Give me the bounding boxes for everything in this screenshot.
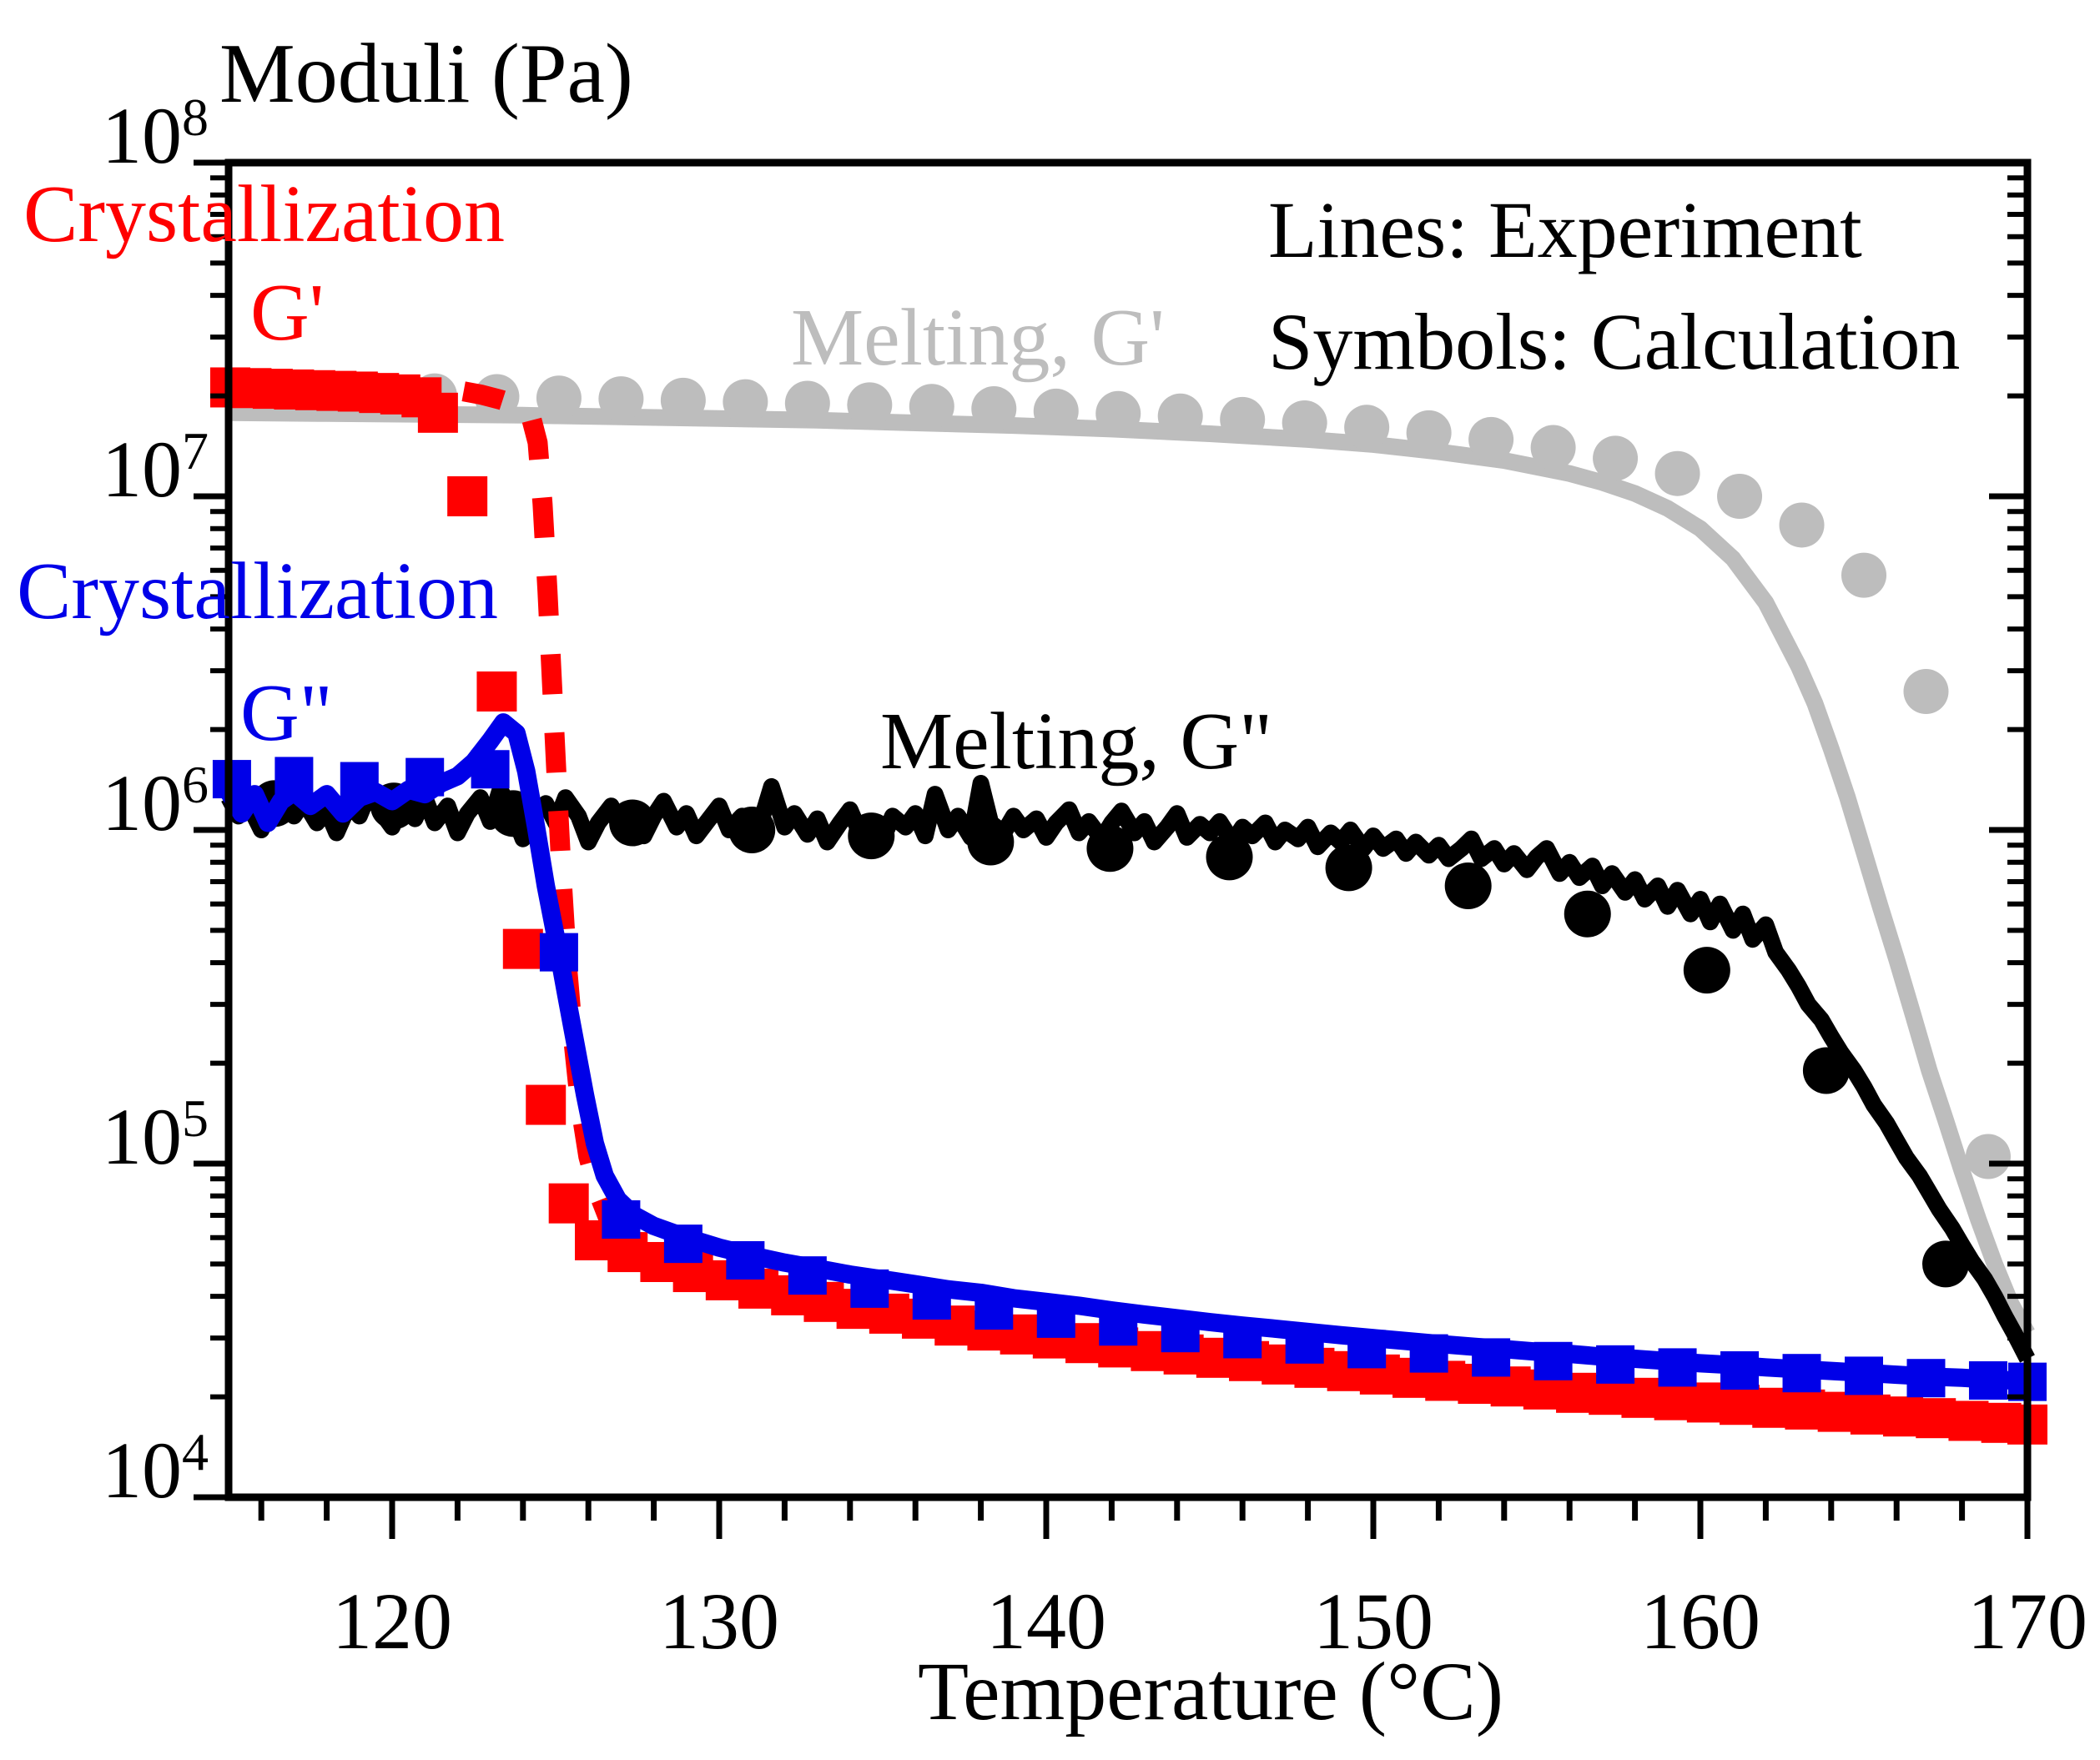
marker-crystallization-gdoubleprime-symbols	[974, 1291, 1014, 1330]
marker-melting-gprime-symbols	[723, 379, 768, 425]
x-axis-title: Temperature (°C)	[918, 1645, 1504, 1737]
marker-melting-gdoubleprime-symbols	[1802, 1047, 1850, 1094]
marker-melting-gprime-symbols	[598, 376, 644, 422]
marker-melting-gprime-symbols	[1406, 410, 1452, 455]
marker-melting-gdoubleprime-symbols	[848, 812, 895, 860]
marker-crystallization-gdoubleprime-symbols	[1223, 1320, 1262, 1359]
y-tick-label-1e6: 106	[102, 755, 209, 848]
marker-crystallization-gprime-symbols	[526, 1084, 567, 1125]
marker-melting-gprime-symbols	[1095, 390, 1141, 436]
marker-melting-gprime-symbols	[536, 375, 582, 421]
x-tick-label-150: 150	[1313, 1576, 1433, 1666]
annotation-crystallization-gprime: Crystallization	[23, 169, 505, 259]
marker-crystallization-gprime-symbols	[417, 392, 458, 433]
annotation-gprime-symbol: G'	[250, 268, 325, 358]
marker-melting-gprime-symbols	[1841, 552, 1886, 598]
legend-lines-experiment: Lines: Experiment	[1268, 185, 1862, 274]
marker-crystallization-gdoubleprime-symbols	[1409, 1334, 1448, 1373]
marker-melting-gprime-symbols	[1530, 425, 1576, 470]
marker-crystallization-gdoubleprime-symbols	[1161, 1314, 1200, 1353]
annotation-crystallization-gdoubleprime: Crystallization	[17, 546, 498, 636]
marker-melting-gdoubleprime-symbols	[1564, 890, 1611, 938]
marker-crystallization-gdoubleprime-symbols	[1099, 1307, 1138, 1346]
marker-melting-gdoubleprime-symbols	[1086, 825, 1134, 872]
marker-crystallization-gdoubleprime-symbols	[1658, 1348, 1697, 1387]
marker-crystallization-gdoubleprime-symbols	[1596, 1345, 1635, 1384]
marker-melting-gdoubleprime-symbols	[609, 799, 657, 847]
marker-melting-gprime-symbols	[1965, 1134, 2011, 1179]
marker-crystallization-gdoubleprime-symbols	[1533, 1341, 1573, 1380]
marker-crystallization-gdoubleprime-symbols	[912, 1281, 951, 1320]
marker-crystallization-gdoubleprime-symbols	[602, 1199, 641, 1239]
marker-crystallization-gprime-symbols	[548, 1183, 589, 1224]
marker-crystallization-gdoubleprime-symbols	[1472, 1338, 1511, 1377]
marker-crystallization-gdoubleprime-symbols	[1347, 1330, 1387, 1369]
marker-crystallization-gdoubleprime-symbols	[539, 933, 578, 972]
marker-crystallization-gdoubleprime-symbols	[471, 750, 510, 789]
marker-melting-gdoubleprime-symbols	[1325, 844, 1372, 892]
marker-crystallization-gdoubleprime-symbols	[1720, 1350, 1760, 1390]
marker-melting-gprime-symbols	[784, 380, 830, 426]
marker-melting-gdoubleprime-symbols	[967, 818, 1015, 866]
x-tick-label-170: 170	[1967, 1576, 2087, 1666]
y-tick-label-1e7: 107	[102, 421, 209, 515]
marker-melting-gprime-symbols	[1654, 450, 1700, 496]
marker-melting-gprime-symbols	[1903, 669, 1949, 715]
x-tick-label-130: 130	[659, 1576, 779, 1666]
annotation-gdoubleprime-symbol: G"	[240, 668, 333, 758]
marker-melting-gdoubleprime-symbols	[728, 807, 776, 853]
marker-melting-gprime-symbols	[909, 384, 954, 430]
annotation-melting-gdoubleprime: Melting, G"	[880, 696, 1273, 787]
legend-symbols-calculation: Symbols: Calculation	[1268, 297, 1961, 386]
x-tick-label-160: 160	[1640, 1576, 1760, 1666]
marker-crystallization-gdoubleprime-symbols	[1036, 1299, 1075, 1338]
marker-melting-gprime-symbols	[1468, 416, 1514, 462]
marker-melting-gprime-symbols	[660, 377, 706, 423]
marker-melting-gdoubleprime-symbols	[1922, 1240, 1969, 1288]
marker-crystallization-gdoubleprime-symbols	[726, 1240, 765, 1280]
marker-crystallization-gdoubleprime-symbols	[850, 1269, 889, 1308]
marker-melting-gprime-symbols	[1593, 435, 1639, 481]
marker-melting-gprime-symbols	[971, 386, 1017, 432]
y-tick-label-1e4: 104	[102, 1422, 209, 1516]
series-melting-gprime-line	[228, 404, 2035, 1338]
marker-melting-gprime-symbols	[1033, 388, 1079, 434]
marker-crystallization-gprime-symbols	[502, 928, 543, 969]
marker-crystallization-gdoubleprime-symbols	[1906, 1359, 1946, 1398]
marker-melting-gdoubleprime-symbols	[1683, 947, 1730, 994]
marker-crystallization-gdoubleprime-symbols	[1845, 1356, 1883, 1395]
series-melting-gdoubleprime-line	[221, 775, 2035, 1363]
marker-crystallization-gdoubleprime-symbols	[1782, 1354, 1821, 1393]
marker-crystallization-gdoubleprime-symbols	[1285, 1325, 1324, 1364]
marker-melting-gprime-symbols	[1779, 502, 1825, 548]
marker-crystallization-gprime-symbols	[447, 476, 488, 516]
marker-melting-gprime-symbols	[1344, 405, 1390, 450]
marker-crystallization-gdoubleprime-symbols	[788, 1256, 827, 1295]
marker-crystallization-gdoubleprime-symbols	[1968, 1360, 2007, 1400]
y-tick-label-1e5: 105	[102, 1089, 209, 1182]
marker-melting-gprime-symbols	[847, 382, 893, 428]
annotation-melting-gprime: Melting, G'	[791, 293, 1165, 383]
x-tick-label-140: 140	[986, 1576, 1106, 1666]
marker-crystallization-gdoubleprime-symbols	[663, 1224, 703, 1264]
marker-melting-gdoubleprime-symbols	[1206, 833, 1253, 881]
marker-melting-gprime-symbols	[1717, 474, 1763, 519]
marker-melting-gdoubleprime-symbols	[1444, 862, 1492, 909]
marker-melting-gprime-symbols	[1220, 396, 1266, 442]
marker-crystallization-gdoubleprime-symbols	[274, 757, 314, 796]
x-tick-label-120: 120	[332, 1576, 452, 1666]
marker-crystallization-gprime-symbols	[476, 671, 517, 712]
marker-melting-gprime-symbols	[1157, 393, 1203, 439]
marker-crystallization-gdoubleprime-symbols	[405, 757, 445, 797]
y-tick-label-1e8: 108	[102, 88, 209, 181]
marker-melting-gprime-symbols	[1282, 400, 1327, 445]
y-axis-title: Moduli (Pa)	[219, 27, 633, 121]
marker-crystallization-gdoubleprime-symbols	[340, 762, 379, 801]
series-crystallization-gprime-line	[228, 372, 2028, 1434]
